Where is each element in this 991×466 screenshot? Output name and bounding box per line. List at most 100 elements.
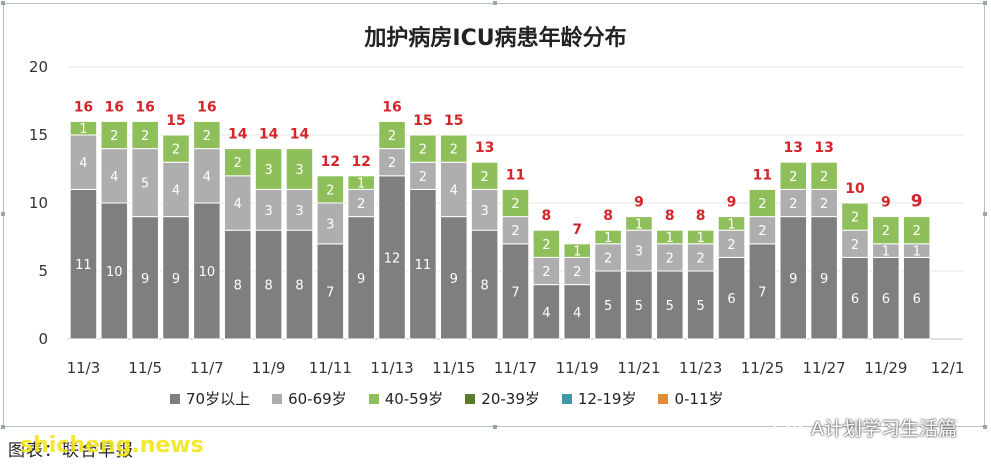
bar-segment bbox=[440, 134, 468, 163]
bar-segment bbox=[223, 148, 252, 177]
data-label: 9 bbox=[789, 272, 797, 287]
data-label: 2 bbox=[758, 197, 766, 212]
total-label: 14 bbox=[290, 127, 310, 143]
bar-segment bbox=[501, 216, 530, 245]
legend-label: 0-11岁 bbox=[674, 390, 724, 408]
data-label: 4 bbox=[234, 197, 242, 212]
source-caption: 图表：联合早报 bbox=[8, 441, 134, 461]
bar-segment bbox=[100, 202, 129, 340]
bar-segment bbox=[254, 229, 283, 340]
bar-segment bbox=[254, 148, 283, 190]
resize-handle-right[interactable] bbox=[983, 212, 987, 216]
brand-watermark: A计划学习生活篇 bbox=[773, 414, 957, 441]
data-label: 2 bbox=[820, 170, 828, 185]
data-label: 2 bbox=[789, 170, 797, 185]
resize-handle-bottom-right[interactable] bbox=[983, 425, 987, 429]
bar-segment bbox=[223, 175, 252, 231]
chart-title: 加护病房ICU病患年龄分布 bbox=[364, 26, 627, 51]
legend-item: 60-69岁 bbox=[272, 388, 347, 409]
data-label: 2 bbox=[172, 143, 180, 158]
resize-handle-top-left[interactable] bbox=[1, 1, 5, 5]
y-tick-label: 0 bbox=[38, 330, 48, 348]
legend-item: 40-59岁 bbox=[368, 388, 444, 409]
bar-segment bbox=[841, 256, 869, 340]
total-label: 12 bbox=[321, 154, 340, 170]
resize-handle-bottom[interactable] bbox=[493, 425, 497, 429]
chart-legend: 70岁以上 60-69岁 40-59岁 20-39岁 12-19岁 0-11岁 bbox=[170, 388, 724, 409]
data-label: 2 bbox=[666, 251, 674, 266]
x-tick-label: 11/23 bbox=[679, 359, 722, 377]
bar-segment bbox=[810, 161, 838, 190]
total-label: 13 bbox=[784, 140, 803, 156]
total-label: 15 bbox=[166, 113, 185, 129]
data-label: 3 bbox=[635, 245, 643, 260]
total-label: 11 bbox=[506, 167, 525, 183]
bar-segment bbox=[470, 188, 499, 231]
total-label: 14 bbox=[259, 127, 279, 143]
data-label: 2 bbox=[573, 265, 581, 280]
legend-swatch bbox=[561, 393, 572, 404]
data-label: 8 bbox=[295, 279, 303, 294]
total-label: 8 bbox=[696, 208, 706, 224]
data-label: 1 bbox=[79, 122, 87, 137]
data-label: 10 bbox=[199, 265, 216, 280]
data-label: 7 bbox=[511, 285, 519, 300]
data-label: 2 bbox=[882, 224, 890, 239]
legend-swatch bbox=[465, 393, 476, 404]
bar-segment bbox=[347, 175, 375, 190]
bar-segment bbox=[501, 243, 530, 340]
resize-handle-top[interactable] bbox=[493, 1, 497, 5]
data-label: 2 bbox=[203, 129, 211, 144]
bar-segment bbox=[902, 256, 931, 340]
resize-handle-left[interactable] bbox=[1, 212, 5, 216]
data-label: 1 bbox=[697, 231, 705, 246]
total-label: 8 bbox=[665, 208, 675, 224]
total-label: 9 bbox=[727, 195, 737, 211]
bar-segment bbox=[69, 134, 98, 190]
total-label: 13 bbox=[814, 140, 833, 156]
bar-segment bbox=[470, 161, 499, 190]
x-tick-label: 11/9 bbox=[252, 359, 286, 377]
x-tick-label: 12/1 bbox=[931, 359, 965, 377]
data-label: 1 bbox=[882, 245, 890, 260]
resize-handle-bottom-left[interactable] bbox=[1, 425, 5, 429]
data-label: 4 bbox=[203, 170, 211, 185]
x-tick-label: 11/29 bbox=[864, 359, 907, 377]
total-label: 14 bbox=[228, 127, 248, 143]
x-tick-label: 11/17 bbox=[494, 359, 537, 377]
total-label: 16 bbox=[105, 99, 124, 115]
brand-text: A计划学习生活篇 bbox=[811, 418, 957, 440]
data-label: 2 bbox=[388, 129, 396, 144]
legend-label: 40-59岁 bbox=[384, 390, 444, 408]
bar-segment bbox=[69, 120, 98, 136]
data-label: 2 bbox=[419, 143, 427, 158]
bar-segment bbox=[686, 229, 715, 245]
bar-segment bbox=[378, 148, 406, 177]
bar-segment bbox=[717, 256, 746, 340]
x-tick-label: 11/5 bbox=[128, 359, 162, 377]
bar-segment bbox=[594, 270, 622, 340]
data-label: 4 bbox=[172, 183, 180, 198]
bar-segment bbox=[162, 134, 190, 163]
data-label: 3 bbox=[264, 204, 272, 219]
total-label: 7 bbox=[572, 222, 582, 238]
bar-segment bbox=[131, 148, 159, 218]
resize-handle-top-right[interactable] bbox=[983, 1, 987, 5]
data-label: 2 bbox=[604, 251, 612, 266]
bar-segment bbox=[131, 120, 159, 150]
data-label: 2 bbox=[789, 197, 797, 212]
data-label: 2 bbox=[234, 156, 242, 171]
bar-segment bbox=[162, 161, 190, 218]
x-tick-label: 11/3 bbox=[67, 359, 101, 377]
bar-segment bbox=[378, 175, 406, 340]
total-label: 8 bbox=[541, 208, 551, 224]
x-tick-label: 11/13 bbox=[370, 359, 413, 377]
total-label: 9 bbox=[634, 195, 644, 211]
bar-segment bbox=[779, 161, 808, 190]
legend-swatch bbox=[170, 393, 180, 404]
bar-segment bbox=[902, 216, 931, 245]
total-label: 16 bbox=[197, 99, 216, 115]
bar-segment bbox=[193, 202, 221, 340]
data-label: 7 bbox=[758, 285, 766, 300]
